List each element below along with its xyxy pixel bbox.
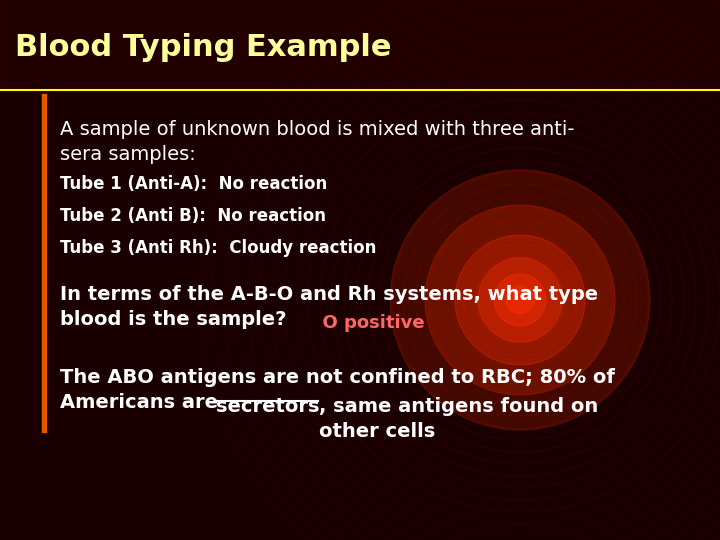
Text: Tube 2 (Anti B):  No reaction: Tube 2 (Anti B): No reaction: [60, 207, 326, 225]
Text: In terms of the A-B-O and Rh systems, what type
blood is the sample?: In terms of the A-B-O and Rh systems, wh…: [60, 285, 598, 329]
Circle shape: [494, 274, 546, 326]
Text: The ABO antigens are not confined to RBC; 80% of
Americans are: The ABO antigens are not confined to RBC…: [60, 368, 615, 412]
Circle shape: [425, 205, 615, 395]
Bar: [0, 0, 720, 90]
Circle shape: [455, 235, 585, 365]
Text: , same antigens found on
other cells: , same antigens found on other cells: [319, 397, 598, 441]
Circle shape: [478, 258, 562, 342]
Text: Tube 1 (Anti-A):  No reaction: Tube 1 (Anti-A): No reaction: [60, 175, 328, 193]
Text: Blood Typing Example: Blood Typing Example: [15, 33, 392, 63]
Circle shape: [506, 286, 534, 314]
Bar: [42, 94, 46, 432]
Text: secretors: secretors: [216, 397, 320, 416]
Text: Tube 3 (Anti Rh):  Cloudy reaction: Tube 3 (Anti Rh): Cloudy reaction: [60, 239, 377, 257]
Text: O positive: O positive: [310, 314, 425, 332]
Text: A sample of unknown blood is mixed with three anti-
sera samples:: A sample of unknown blood is mixed with …: [60, 120, 575, 164]
Circle shape: [390, 170, 650, 430]
